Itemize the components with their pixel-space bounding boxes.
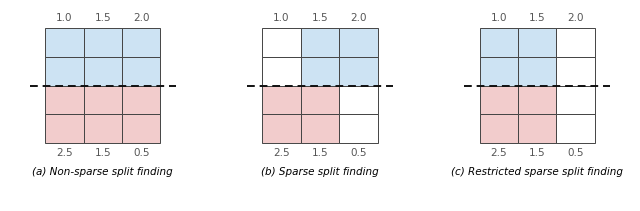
Bar	[122, 57, 161, 86]
Bar	[518, 115, 557, 143]
Text: 2.5: 2.5	[273, 148, 290, 158]
Text: 1.0: 1.0	[273, 13, 290, 23]
Text: 2.0: 2.0	[568, 13, 584, 23]
Text: 1.5: 1.5	[529, 13, 545, 23]
Bar	[518, 57, 557, 86]
Text: (b) Sparse split finding: (b) Sparse split finding	[261, 167, 379, 177]
Bar	[45, 86, 83, 115]
Bar	[83, 86, 122, 115]
Bar	[83, 115, 122, 143]
Text: 1.5: 1.5	[95, 13, 111, 23]
Bar	[479, 57, 518, 86]
Text: 2.5: 2.5	[490, 148, 507, 158]
Bar	[339, 28, 378, 57]
Bar	[518, 28, 557, 57]
Text: (c) Restricted sparse split finding: (c) Restricted sparse split finding	[451, 167, 623, 177]
Bar	[45, 57, 83, 86]
Bar	[557, 86, 595, 115]
Bar	[262, 57, 301, 86]
Text: 2.0: 2.0	[133, 13, 150, 23]
Bar	[45, 28, 83, 57]
Text: 1.0: 1.0	[56, 13, 72, 23]
Bar	[262, 86, 301, 115]
Bar	[301, 57, 339, 86]
Bar	[301, 86, 339, 115]
Bar	[262, 28, 301, 57]
Bar	[122, 86, 161, 115]
Bar	[557, 28, 595, 57]
Bar	[557, 115, 595, 143]
Text: 1.5: 1.5	[95, 148, 111, 158]
Bar	[83, 57, 122, 86]
Text: (a) Non-sparse split finding: (a) Non-sparse split finding	[33, 167, 173, 177]
Text: 0.5: 0.5	[133, 148, 150, 158]
Bar	[83, 28, 122, 57]
Bar	[301, 28, 339, 57]
Bar	[262, 115, 301, 143]
Text: 1.5: 1.5	[312, 148, 328, 158]
Bar	[479, 115, 518, 143]
Text: 1.5: 1.5	[312, 13, 328, 23]
Text: 2.0: 2.0	[350, 13, 367, 23]
Text: 1.0: 1.0	[490, 13, 507, 23]
Bar	[122, 115, 161, 143]
Bar	[339, 115, 378, 143]
Bar	[301, 115, 339, 143]
Bar	[518, 86, 557, 115]
Bar	[479, 28, 518, 57]
Bar	[45, 115, 83, 143]
Bar	[122, 28, 161, 57]
Text: 2.5: 2.5	[56, 148, 72, 158]
Text: 0.5: 0.5	[568, 148, 584, 158]
Text: 1.5: 1.5	[529, 148, 545, 158]
Text: 0.5: 0.5	[350, 148, 367, 158]
Bar	[479, 86, 518, 115]
Bar	[557, 57, 595, 86]
Bar	[339, 86, 378, 115]
Bar	[339, 57, 378, 86]
